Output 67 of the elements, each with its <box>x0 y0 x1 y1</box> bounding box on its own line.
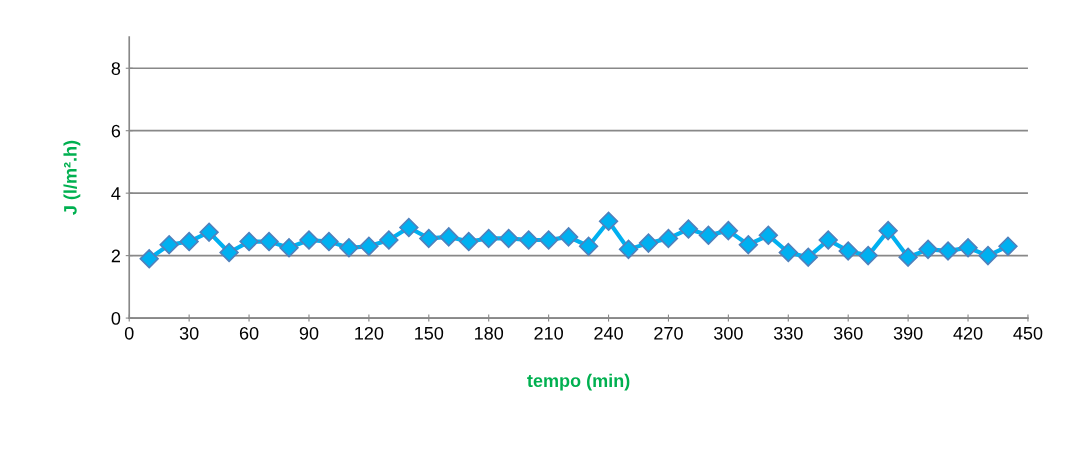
x-tick-label: 390 <box>893 326 923 340</box>
point <box>578 236 599 256</box>
point <box>778 242 798 263</box>
x-tick-label: 210 <box>534 326 563 340</box>
y-tick-label: 0 <box>111 312 121 325</box>
point <box>439 227 459 247</box>
point <box>878 220 898 241</box>
point <box>359 236 379 256</box>
point <box>958 238 978 258</box>
x-tick-label: 240 <box>594 326 623 340</box>
point <box>798 247 818 267</box>
point <box>399 217 419 238</box>
x-tick-label: 360 <box>833 326 863 340</box>
point <box>239 231 259 252</box>
point <box>419 228 439 249</box>
point <box>898 247 918 267</box>
y-tick-label: 2 <box>111 249 120 263</box>
x-tick-label: 180 <box>475 326 504 340</box>
point <box>918 239 938 260</box>
x-tick-label: 300 <box>714 326 743 340</box>
point <box>638 233 659 253</box>
point <box>978 245 998 266</box>
point <box>199 222 219 242</box>
point <box>259 231 279 252</box>
x-tick-label: 420 <box>953 326 983 340</box>
point <box>379 230 399 250</box>
x-tick-label: 60 <box>239 326 259 340</box>
x-tick-label: 270 <box>654 326 683 340</box>
x-axis-title: tempo (min) <box>527 373 630 391</box>
point <box>139 249 159 269</box>
point <box>479 228 499 249</box>
point <box>938 241 958 261</box>
point <box>998 236 1018 256</box>
point <box>279 238 299 258</box>
point <box>179 231 199 252</box>
y-tick-label: 6 <box>111 124 121 138</box>
x-tick-label: 120 <box>355 326 384 340</box>
point <box>658 228 679 249</box>
x-tick-label: 450 <box>1013 326 1043 340</box>
point <box>598 211 619 231</box>
point <box>159 235 179 255</box>
y-tick-label: 4 <box>111 187 121 200</box>
point <box>538 230 559 250</box>
point <box>838 241 858 261</box>
point <box>518 230 539 250</box>
point <box>618 239 639 260</box>
point <box>219 242 239 263</box>
point <box>698 225 719 245</box>
x-tick-label: 30 <box>179 326 199 340</box>
point <box>678 219 699 239</box>
x-tick-label: 0 <box>124 326 134 340</box>
point <box>299 230 319 250</box>
x-tick-label: 150 <box>415 326 444 340</box>
x-tick-label: 330 <box>773 326 803 340</box>
point <box>718 220 739 241</box>
point <box>818 230 838 250</box>
point <box>758 225 778 245</box>
point <box>499 228 519 249</box>
y-tick-label: 8 <box>111 62 121 75</box>
point <box>738 235 759 255</box>
point <box>339 238 359 258</box>
y-axis-title: J (l/m².h) <box>63 140 81 215</box>
point <box>558 227 579 247</box>
point <box>319 231 339 252</box>
point <box>459 231 479 252</box>
point <box>858 245 878 266</box>
x-tick-label: 90 <box>299 326 319 340</box>
